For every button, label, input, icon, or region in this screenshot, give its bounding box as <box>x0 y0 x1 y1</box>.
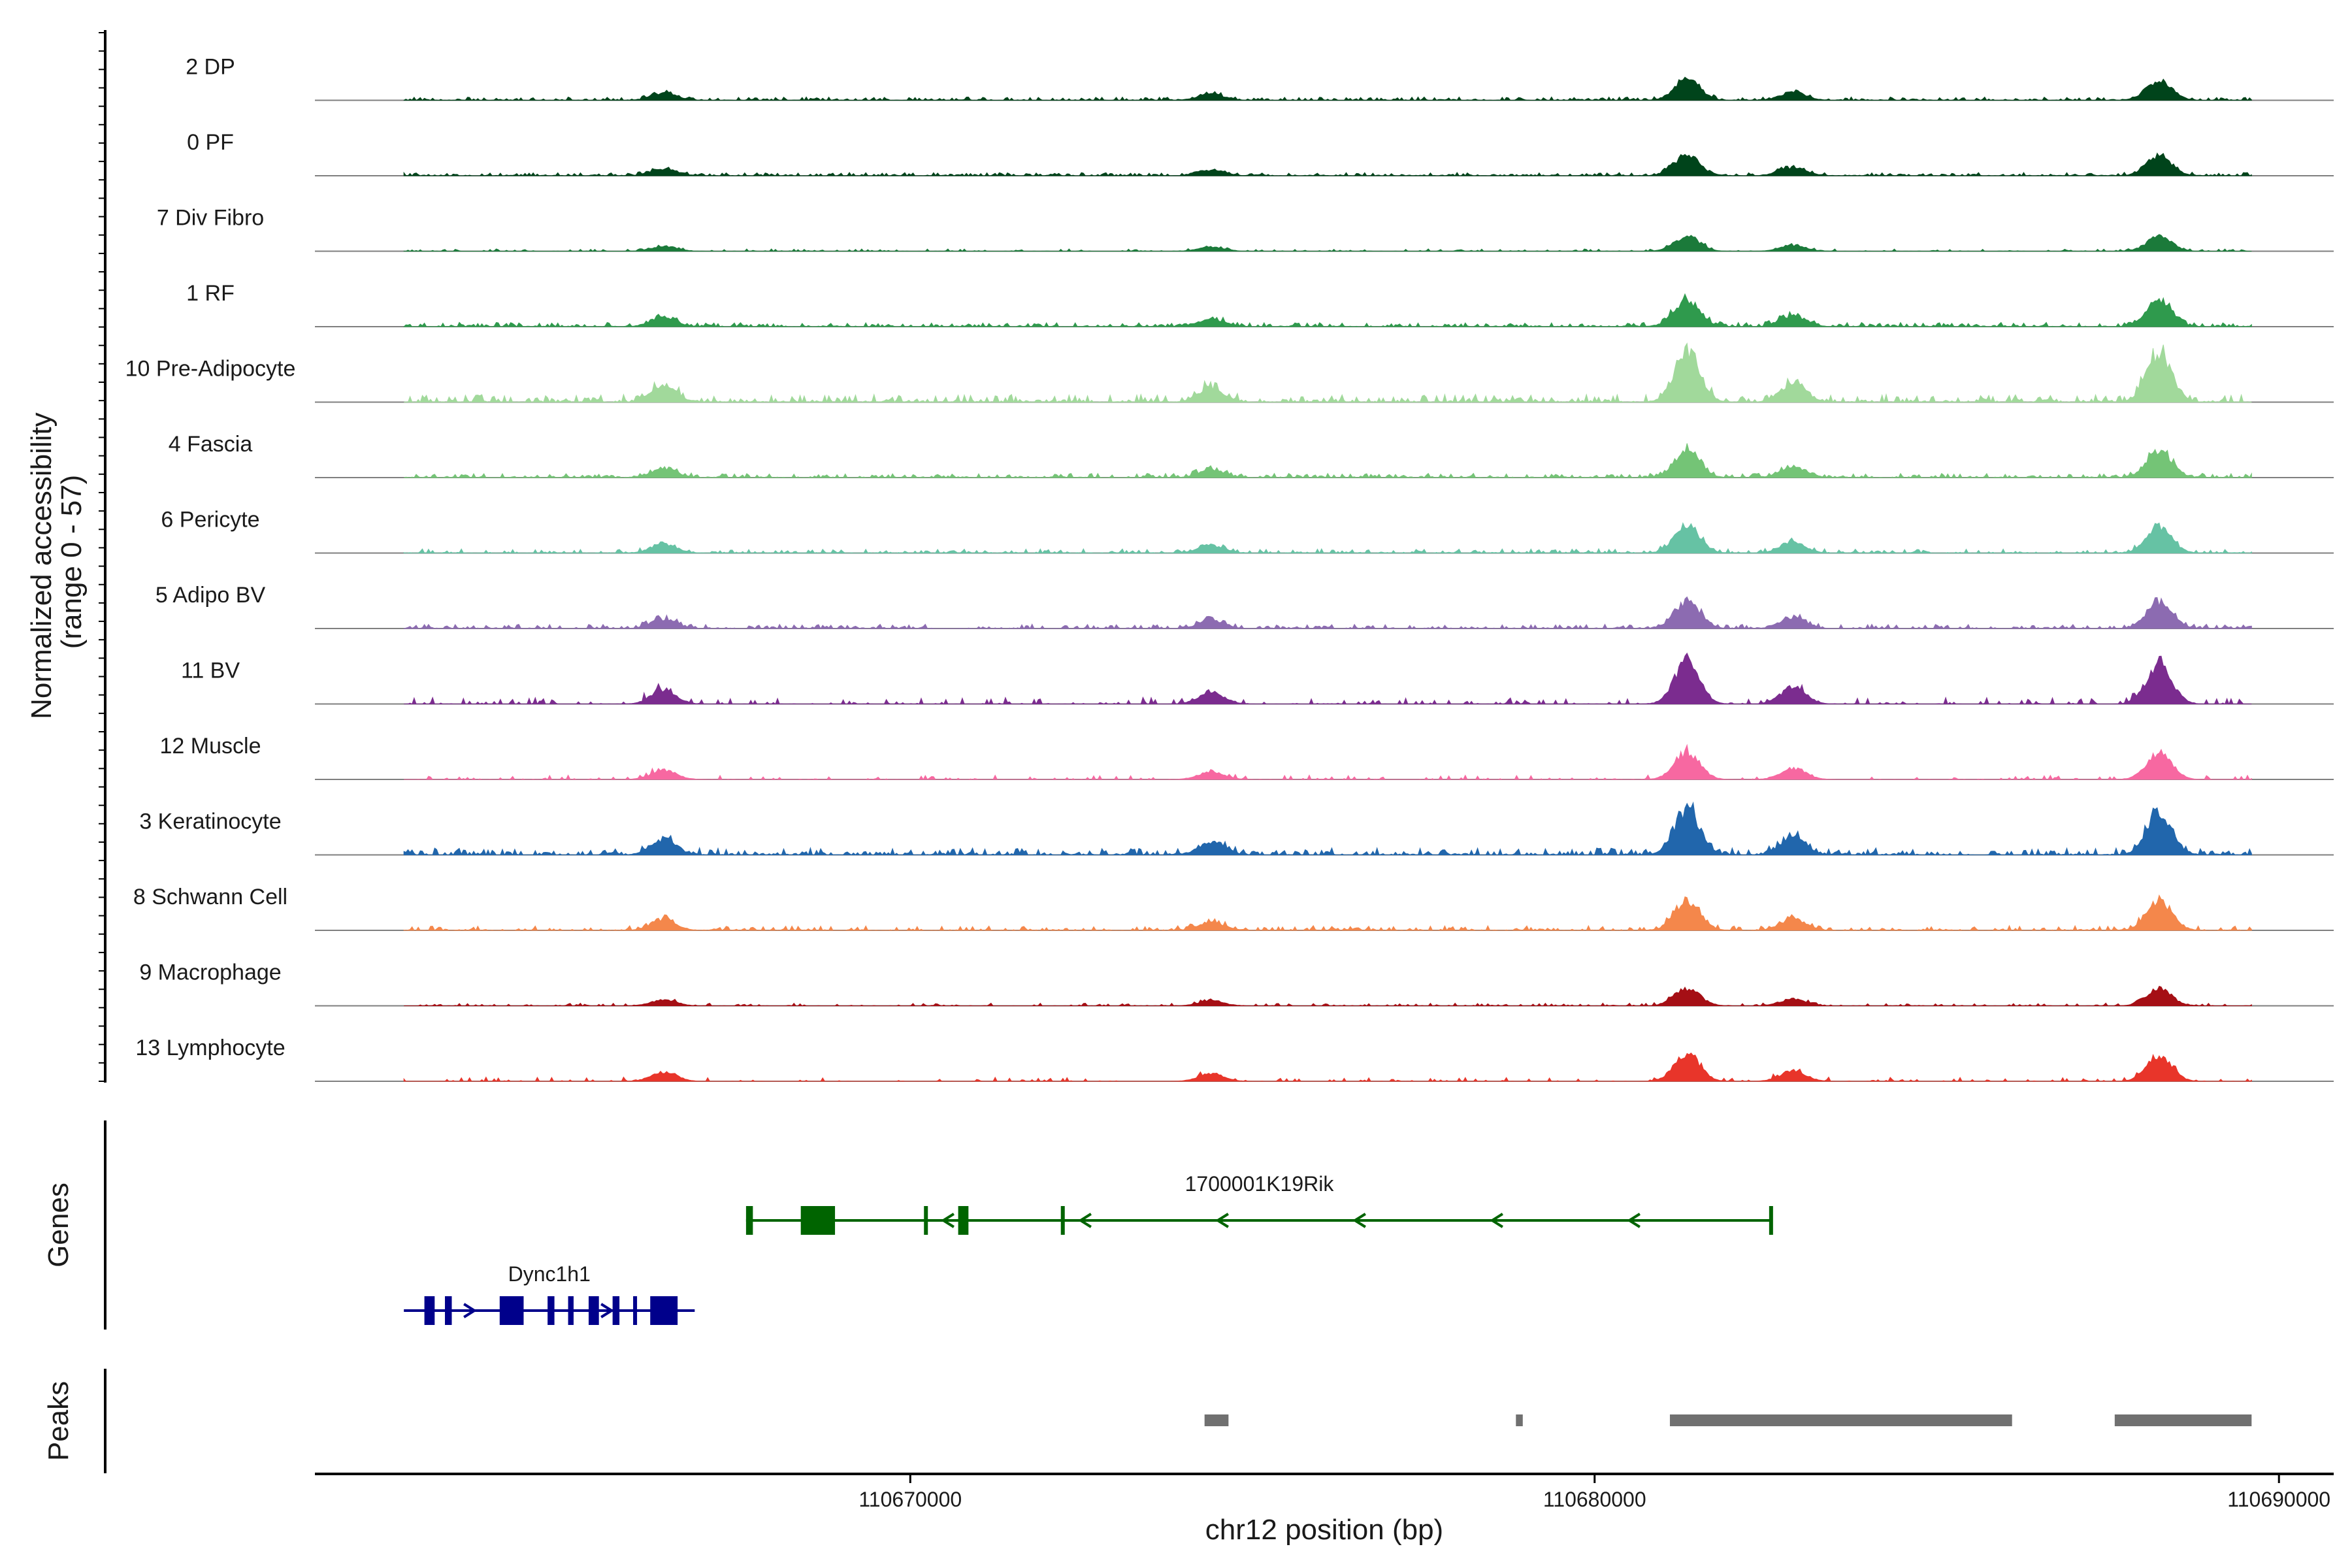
gene-model: Dync1h1 <box>404 1262 695 1325</box>
coverage-track: 13 Lymphocyte <box>135 1036 2334 1082</box>
x-axis-title: chr12 position (bp) <box>1205 1514 1443 1546</box>
coverage-tracks: 2 DP 0 PF 7 Div Fibro 1 RF 10 Pre-Adipocyte 4… <box>125 55 2334 1082</box>
coverage-area <box>403 76 2252 101</box>
x-tick-label: 110670000 <box>858 1488 962 1511</box>
track-label: 0 PF <box>187 130 234 155</box>
coverage-area <box>403 894 2252 932</box>
track-label: 4 Fascia <box>169 432 253 457</box>
coverage-track: 8 Schwann Cell <box>133 885 2334 932</box>
coverage-area <box>404 985 2252 1007</box>
track-label: 6 Pericyte <box>161 508 259 532</box>
coverage-area <box>402 293 2252 328</box>
track-label: 12 Muscle <box>160 734 261 759</box>
gene-exon <box>958 1206 969 1235</box>
gene-exon <box>499 1296 524 1325</box>
coverage-track: 4 Fascia <box>169 432 2334 479</box>
coverage-area <box>403 596 2252 630</box>
coverage-area <box>403 522 2252 554</box>
coverage-area <box>403 1052 2252 1082</box>
coverage-track: 10 Pre-Adipocyte <box>125 342 2334 404</box>
gene-model: 1700001K19Rik <box>745 1172 1773 1235</box>
x-axis: chr12 position (bp) 110670000 110680000 11… <box>315 1473 2334 1546</box>
peak-region <box>1204 1414 1229 1426</box>
coverage-track: 6 Pericyte <box>161 508 2334 554</box>
track-label: 1 RF <box>186 281 235 306</box>
track-label: 10 Pre-Adipocyte <box>125 357 296 382</box>
coverage-track: 1 RF <box>186 281 2334 328</box>
gene-label: Dync1h1 <box>508 1262 591 1286</box>
track-label: 5 Adipo BV <box>155 583 266 608</box>
track-label: 7 Div Fibro <box>157 206 264 231</box>
track-label: 9 Macrophage <box>139 960 281 985</box>
strand-arrow <box>1215 1213 1229 1228</box>
strand-arrow <box>941 1213 955 1228</box>
peaks-panel: Peaks <box>42 1369 2252 1473</box>
y-axis-title-line1: Normalized accessibility <box>25 412 57 719</box>
coverage-track: 2 DP <box>186 55 2334 101</box>
coverage-area <box>404 743 2252 781</box>
gene-exon <box>612 1296 620 1325</box>
coverage-area <box>403 152 2252 176</box>
coverage-track: 11 BV <box>181 652 2334 705</box>
gene-exon <box>547 1296 555 1325</box>
gene-exon <box>568 1296 574 1325</box>
track-label: 11 BV <box>181 659 240 683</box>
coverage-area <box>404 342 2252 404</box>
gene-exon <box>424 1296 435 1325</box>
genes-panel-title: Genes <box>42 1183 74 1267</box>
track-label: 8 Schwann Cell <box>133 885 287 909</box>
strand-arrow <box>1078 1213 1092 1228</box>
coverage-track: 0 PF <box>187 130 2334 176</box>
peaks-panel-title: Peaks <box>42 1381 74 1461</box>
coverage-area <box>404 443 2252 479</box>
peak-region <box>1516 1414 1523 1426</box>
genes-panel: Genes 1700001K19Rik Dync1h1 <box>42 1120 1773 1330</box>
strand-arrow <box>600 1303 614 1318</box>
coverage-area <box>403 234 2252 252</box>
coverage-track: 5 Adipo BV <box>155 583 2334 630</box>
gene-exon <box>1060 1206 1065 1235</box>
x-tick-label: 110690000 <box>2227 1488 2330 1511</box>
strand-arrow <box>1490 1213 1503 1228</box>
x-tick-label: 110680000 <box>1543 1488 1646 1511</box>
coverage-area <box>404 652 2252 705</box>
gene-label: 1700001K19Rik <box>1185 1172 1335 1196</box>
gene-exon <box>445 1296 452 1325</box>
y-axis-title-line2: (range 0 - 57) <box>56 475 88 649</box>
gene-exon <box>633 1296 638 1325</box>
peak-region <box>1669 1414 2012 1426</box>
gene-exon <box>1769 1206 1773 1235</box>
track-label: 3 Keratinocyte <box>139 809 281 834</box>
coverage-track: 9 Macrophage <box>139 960 2334 1007</box>
gene-exon <box>588 1296 599 1325</box>
peak-region <box>2114 1414 2252 1426</box>
accessibility-y-axis: Normalized accessibility (range 0 - 57) <box>25 30 106 1083</box>
coverage-track: 7 Div Fibro <box>157 206 2334 252</box>
coverage-track: 12 Muscle <box>160 734 2334 781</box>
strand-arrow <box>1627 1213 1641 1228</box>
strand-arrow <box>1352 1213 1366 1228</box>
gene-exon <box>650 1296 678 1325</box>
y-axis-title: Normalized accessibility (range 0 - 57) <box>25 404 88 719</box>
gene-exon <box>924 1206 928 1235</box>
gene-exon <box>745 1206 753 1235</box>
track-label: 13 Lymphocyte <box>135 1036 285 1060</box>
strand-arrow <box>463 1303 477 1318</box>
track-label: 2 DP <box>186 55 235 80</box>
gene-exon <box>800 1206 836 1235</box>
coverage-area <box>403 801 2252 856</box>
coverage-track: 3 Keratinocyte <box>139 801 2334 856</box>
